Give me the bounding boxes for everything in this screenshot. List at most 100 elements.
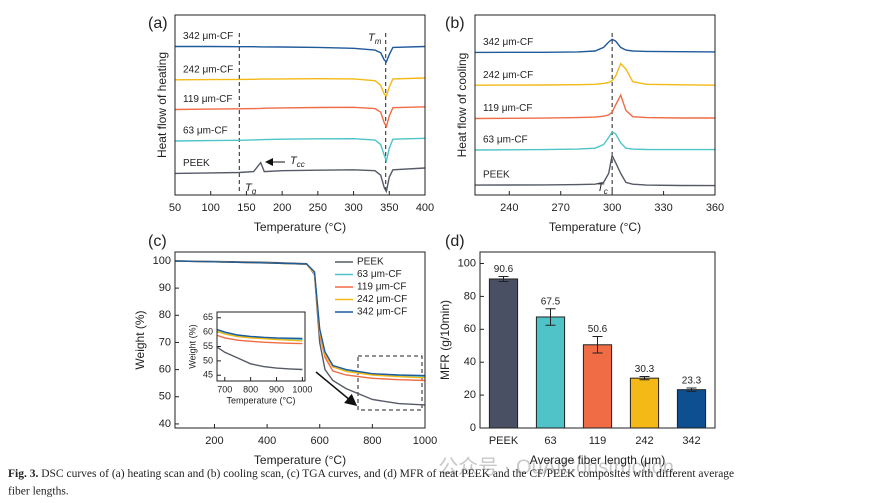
y-axis-label: MFR (g/10min)	[438, 300, 452, 380]
series-label: 342 μm-CF	[183, 31, 233, 42]
x-axis-label: Temperature (°C)	[254, 220, 346, 234]
panel-label: (b)	[445, 15, 465, 32]
series-label: PEEK	[483, 170, 510, 181]
value-label: 30.3	[635, 364, 655, 375]
error-bar	[686, 387, 697, 392]
caption-label: Fig. 3.	[8, 468, 38, 480]
x-tick-label: 150	[237, 202, 255, 214]
legend-label: 242 μm-CF	[357, 294, 407, 305]
y-tick-label: 80	[159, 309, 171, 321]
y-tick-label: 60	[203, 327, 213, 337]
data-line	[217, 328, 303, 340]
plot-frame	[474, 14, 716, 196]
value-label: 50.6	[588, 324, 608, 335]
y-axis-label: Heat flow of cooling	[455, 53, 469, 158]
data-line	[475, 38, 715, 54]
annotation-subscript: c	[604, 187, 608, 196]
annotation: Tcc	[290, 155, 305, 169]
x-axis-label: Average fiber length (μm)	[530, 453, 665, 467]
x-tick-label: 119	[589, 435, 607, 447]
legend-label: 63 μm-CF	[357, 269, 402, 280]
y-tick-label: 65	[203, 312, 213, 322]
data-line	[217, 346, 303, 371]
x-tick-label: 100	[202, 202, 220, 214]
x-tick-label: 1000	[292, 384, 312, 394]
data-line	[175, 161, 425, 194]
zoom-arrow	[315, 371, 358, 406]
annotation-symbol: T	[368, 32, 376, 44]
x-tick-label: 800	[363, 435, 381, 447]
y-tick-label: 70	[159, 336, 171, 348]
x-axis-label: Temperature (°C)	[549, 220, 641, 234]
x-tick-label: 700	[217, 384, 232, 394]
y-axis-label: Weight (%)	[133, 310, 147, 369]
y-tick-label: 40	[159, 418, 171, 430]
series-label: 63 μm-CF	[483, 135, 528, 146]
x-axis-label: Temperature (°C)	[254, 453, 346, 467]
error-bar	[639, 376, 650, 381]
plot-frame	[174, 251, 426, 429]
data-line	[217, 330, 303, 342]
annotation-symbol: T	[597, 182, 605, 194]
panel-label: (c)	[148, 233, 167, 250]
x-tick-label: 200	[273, 202, 291, 214]
x-tick-label: 360	[706, 202, 724, 214]
plot-frame	[216, 311, 306, 382]
y-tick-label: 80	[464, 290, 476, 302]
data-line	[175, 137, 425, 164]
data-line	[175, 260, 425, 377]
series-label: 119 μm-CF	[483, 103, 532, 114]
series-label: PEEK	[183, 158, 210, 169]
panel-label: (a)	[148, 15, 168, 32]
legend-label: PEEK	[357, 257, 384, 268]
data-line	[175, 106, 425, 129]
y-tick-label: 50	[203, 355, 213, 365]
watermark: 公众号 · OuAIConstruction	[438, 455, 674, 478]
annotation-symbol: T	[245, 182, 253, 194]
y-tick-label: 50	[159, 391, 171, 403]
data-line	[475, 62, 715, 86]
y-tick-label: 55	[203, 341, 213, 351]
x-tick-label: 250	[309, 202, 327, 214]
x-tick-label: 330	[654, 202, 672, 214]
bar	[582, 344, 613, 429]
error-bar	[545, 308, 556, 326]
bar	[629, 377, 660, 429]
zoom-box	[357, 355, 423, 411]
bar	[676, 389, 707, 429]
x-tick-label: 63	[544, 435, 556, 447]
plot-frame	[479, 251, 716, 429]
annotation-subscript: cc	[297, 160, 305, 169]
caption-text: DSC curves of (a) heating scan and (b) c…	[41, 468, 734, 480]
annotation: Tg	[245, 182, 257, 196]
y-axis-label: Weight (%)	[187, 324, 197, 368]
y-tick-label: 100	[153, 255, 171, 267]
data-line	[217, 334, 303, 345]
value-label: 23.3	[682, 376, 702, 387]
x-tick-label: 1000	[413, 435, 437, 447]
legend-label: 119 μm-CF	[357, 282, 406, 293]
x-tick-label: 600	[311, 435, 329, 447]
bar	[535, 316, 566, 429]
y-tick-label: 90	[159, 282, 171, 294]
error-bar	[498, 276, 509, 282]
x-tick-label: 242	[635, 435, 653, 447]
data-line	[475, 131, 715, 151]
y-tick-label: 60	[159, 364, 171, 376]
y-tick-label: 40	[464, 356, 476, 368]
y-axis-label: Heat flow of heating	[155, 52, 169, 158]
annotation-symbol: T	[290, 155, 298, 167]
series-label: 63 μm-CF	[183, 126, 228, 137]
inset-background	[217, 312, 305, 381]
annotation: Tm	[368, 32, 382, 46]
x-axis-label: Temperature (°C)	[226, 395, 295, 405]
x-tick-label: 200	[205, 435, 223, 447]
annotation-subscript: g	[252, 187, 257, 196]
x-tick-label: 900	[269, 384, 284, 394]
x-tick-label: 270	[552, 202, 570, 214]
x-tick-label: 240	[500, 202, 518, 214]
panel-label: (d)	[445, 233, 465, 250]
data-line	[475, 153, 715, 187]
y-tick-label: 45	[203, 370, 213, 380]
